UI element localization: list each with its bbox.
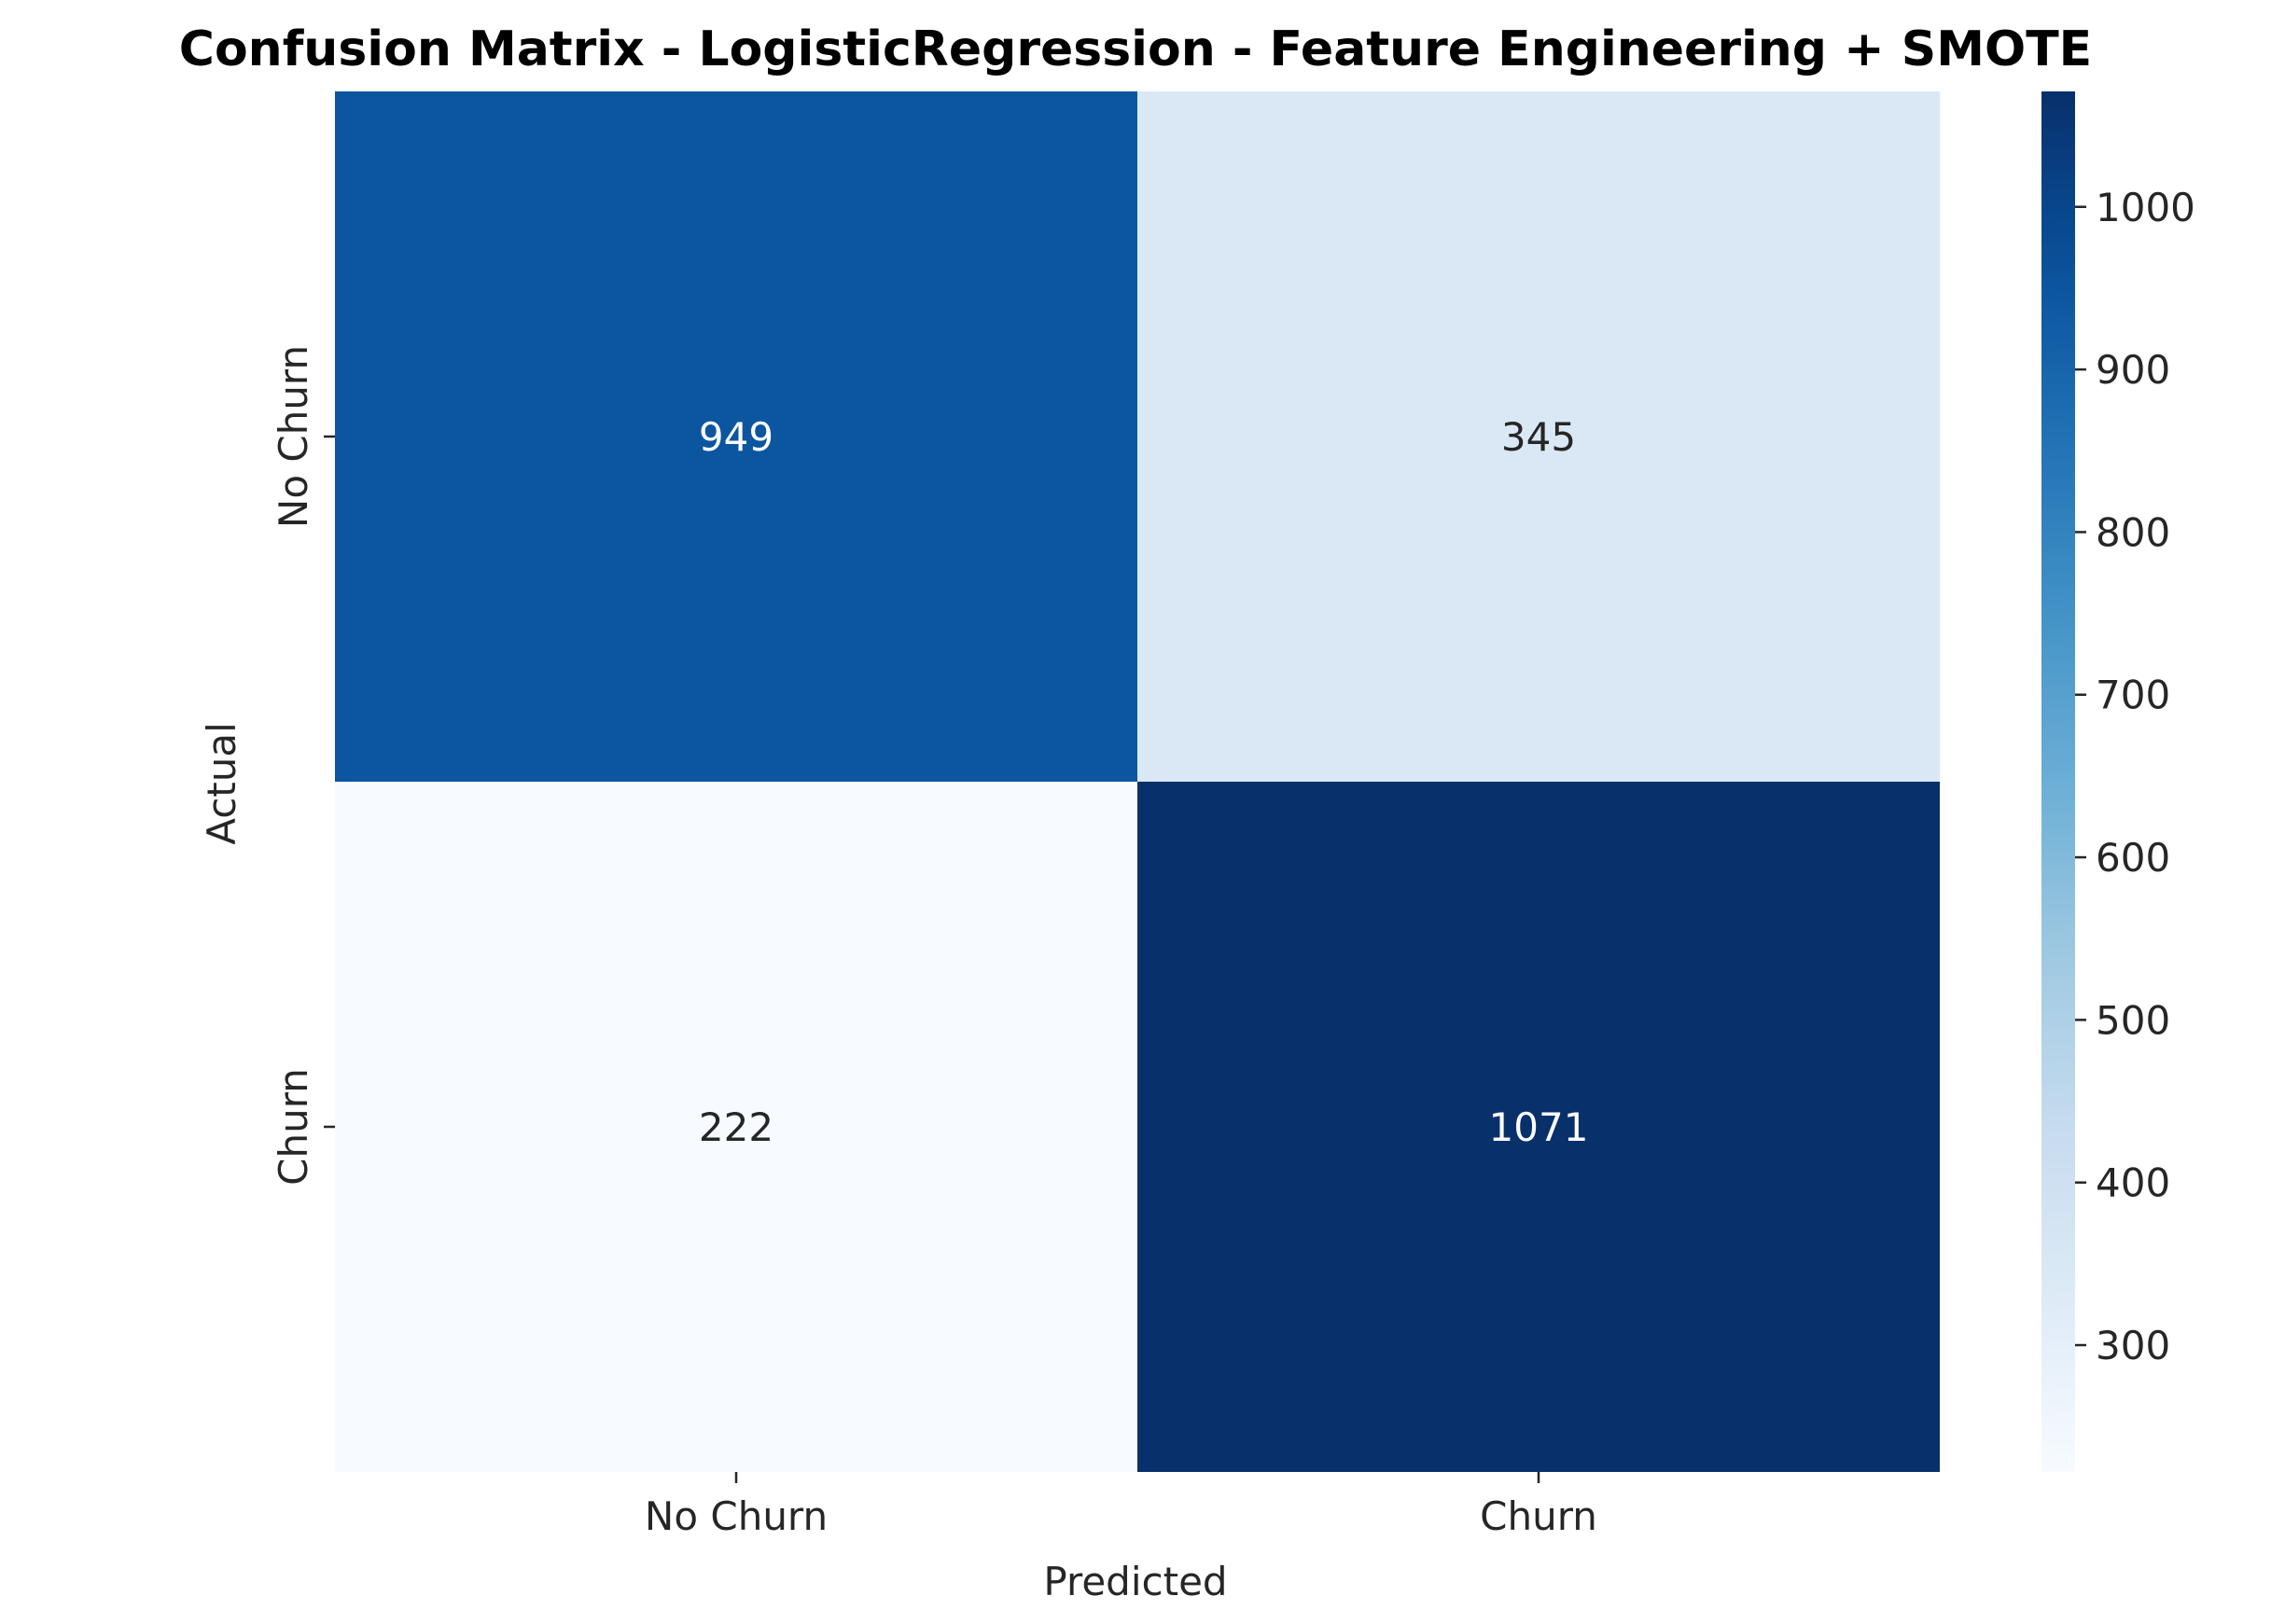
colorbar: 300 400 500 600 700 800 900 1000 [2041,91,2195,1472]
cell-value-r0-c1: 345 [1501,414,1576,460]
colorbar-tick-label-7: 1000 [2096,185,2195,230]
chart-title: Confusion Matrix - LogisticRegression - … [179,21,2092,77]
colorbar-tick-label-1: 400 [2096,1160,2170,1206]
y-tick-label-1: Churn [271,1068,316,1186]
heatmap-cell-r0-c1 [1137,91,1940,782]
cell-value-r1-c0: 222 [699,1104,773,1150]
colorbar-gradient [2041,91,2075,1472]
cell-value-r1-c1: 1071 [1489,1104,1589,1150]
x-axis-label: Predicted [1043,1559,1227,1604]
x-tick-label-0: No Churn [645,1493,828,1539]
heatmap-cell-r1-c0 [335,782,1137,1472]
y-axis-ticks: No Churn Churn [271,345,335,1186]
heatmap-cell-r0-c0 [335,91,1137,782]
heatmap-cell-r1-c1 [1137,782,1940,1472]
colorbar-tick-label-5: 800 [2096,509,2170,555]
x-tick-label-1: Churn [1480,1493,1597,1539]
colorbar-tick-label-0: 300 [2096,1323,2170,1368]
colorbar-tick-label-2: 500 [2096,997,2170,1043]
y-tick-label-0: No Churn [271,345,316,528]
colorbar-tick-label-6: 900 [2096,347,2170,393]
cell-value-r0-c0: 949 [699,414,773,460]
x-axis-ticks: No Churn Churn [645,1472,1597,1539]
y-axis-label: Actual [199,722,244,845]
heatmap-cells: 949 345 222 1071 [335,91,1940,1472]
colorbar-tick-label-3: 600 [2096,835,2170,881]
colorbar-tick-label-4: 700 [2096,673,2170,718]
